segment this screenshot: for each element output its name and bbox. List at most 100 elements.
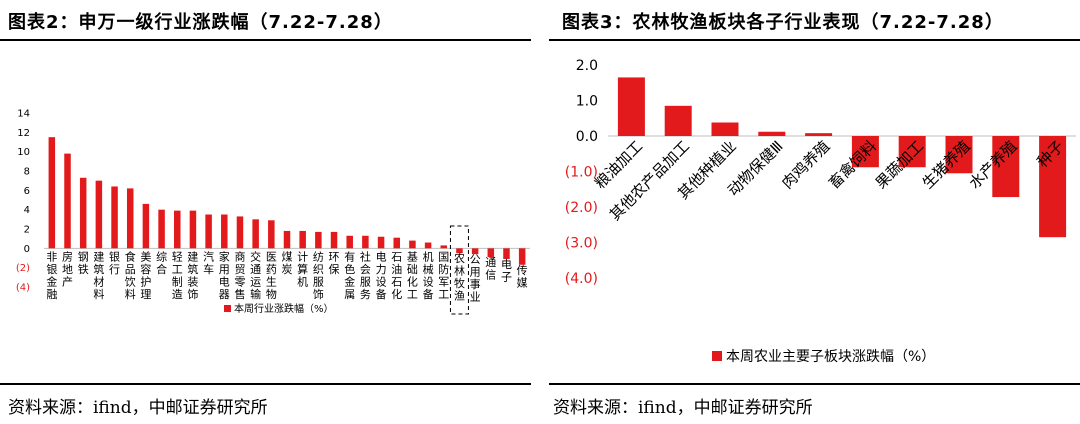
y-tick-label: (2.0) [565,200,598,216]
x-tick-char: 工 [172,263,183,276]
bar-轻工制造 [174,210,181,249]
y-tick-label: (2) [16,263,30,274]
bar-交通运输 [252,219,259,249]
x-tick-char: 计 [297,250,308,263]
bar-公用事业 [471,248,479,255]
x-tick-label: 肉鸡养殖 [778,137,833,192]
bar-粮油加工 [617,77,645,136]
y-tick-label: 12 [17,128,30,139]
x-tick-char: 军 [438,275,449,288]
x-tick-char: 造 [172,287,183,301]
x-tick-char: 信 [485,269,496,282]
bar-通信 [487,248,495,258]
bar-计算机 [299,230,306,249]
bar-商贸零售 [236,216,244,249]
x-tick-char: 贸 [234,263,245,276]
x-tick-char: 售 [234,287,245,301]
y-tick-label: 14 [17,109,30,120]
x-tick-char: 零 [234,275,245,288]
bar-传媒 [518,248,526,265]
y-tick-label: 2.0 [576,58,598,74]
x-tick-char: 产 [62,274,73,288]
x-tick-char: 融 [46,288,57,301]
right-title-rule [549,39,1080,41]
x-tick-char: 备 [423,287,434,301]
x-tick-char: 设 [423,275,434,288]
bar-环保 [330,231,338,249]
x-tick-char: 传 [517,264,528,277]
x-tick-char: 交 [250,249,261,263]
x-tick-char: 林 [454,264,465,278]
left-source-note: 资料来源：ifind，中邮证券研究所 [8,398,268,418]
bar-纺织服饰 [315,231,322,249]
x-tick-char: 金 [46,274,57,288]
x-tick-char: 饰 [313,287,324,301]
x-tick-char: 商 [234,249,245,263]
bar-综合 [158,209,165,249]
x-tick-char: 输 [250,287,261,301]
bar-肉鸡养殖 [805,133,833,136]
bar-电力设备 [377,236,385,249]
x-tick-char: 机 [297,274,308,288]
x-tick-char: 石 [391,275,402,288]
x-tick-char: 轻 [172,249,183,263]
x-tick-char: 行 [109,263,120,276]
bar-动物保健Ⅲ [758,131,786,136]
x-tick-char: 饮 [125,275,136,288]
x-tick-char: 用 [219,263,230,276]
x-tick-char: 事 [470,278,481,291]
x-tick-char: 色 [344,262,355,276]
bar-家用电器 [221,214,228,249]
right-source-note: 资料来源：ifind，中邮证券研究所 [553,398,813,418]
bar-种子 [1039,136,1067,238]
bar-建筑材料 [95,180,103,249]
x-tick-char: 化 [391,287,402,301]
x-tick-char: 电 [501,258,512,271]
x-tick-char: 通 [485,256,496,269]
x-tick-char: 制 [172,275,183,288]
x-tick-char: 会 [360,263,371,276]
x-tick-char: 筑 [187,262,198,276]
x-tick-char: 建 [187,249,198,263]
x-tick-char: 电 [376,250,387,263]
x-tick-char: 环 [329,250,340,263]
y-tick-label: (1.0) [565,165,598,181]
x-tick-char: 化 [407,274,418,288]
x-tick-char: 炭 [282,263,293,276]
x-tick-char: 银 [109,249,120,263]
bar-建筑装饰 [189,210,197,249]
x-tick-char: 子 [501,270,512,283]
x-tick-char: 料 [93,287,104,301]
x-tick-char: 生 [266,274,277,288]
y-tick-label: 2 [24,225,30,236]
x-tick-char: 基 [407,250,418,263]
highlight-box [449,225,469,315]
x-tick-char: 装 [187,275,198,288]
y-tick-label: (4) [16,283,30,294]
right-chart-title: 图表3：农林牧渔板块各子行业表现（7.22-7.28） [562,12,1004,33]
x-tick-char: 公 [470,253,481,266]
x-tick-char: 建 [93,249,104,263]
x-tick-char: 服 [313,275,324,288]
left-source-rule [0,383,531,385]
bar-水产养殖 [992,136,1020,198]
bar-果蔬加工 [898,136,926,168]
x-tick-char: 国 [438,250,449,263]
x-tick-char: 业 [470,291,481,304]
x-tick-char: 汽 [203,249,214,263]
bar-食品饮料 [126,188,134,249]
legend-swatch [224,305,231,312]
x-tick-char: 家 [219,249,230,263]
x-tick-char: 非 [46,250,57,263]
x-tick-char: 银 [46,262,57,276]
y-tick-label: 8 [24,167,30,178]
x-tick-char: 保 [329,262,340,276]
x-tick-char: 煤 [282,250,293,263]
x-tick-char: 油 [391,262,402,276]
y-tick-label: 0 [24,244,30,255]
x-tick-char: 铁 [78,263,89,276]
x-tick-char: 工 [438,288,449,301]
bar-医药生物 [268,220,275,249]
x-tick-char: 材 [93,274,104,288]
